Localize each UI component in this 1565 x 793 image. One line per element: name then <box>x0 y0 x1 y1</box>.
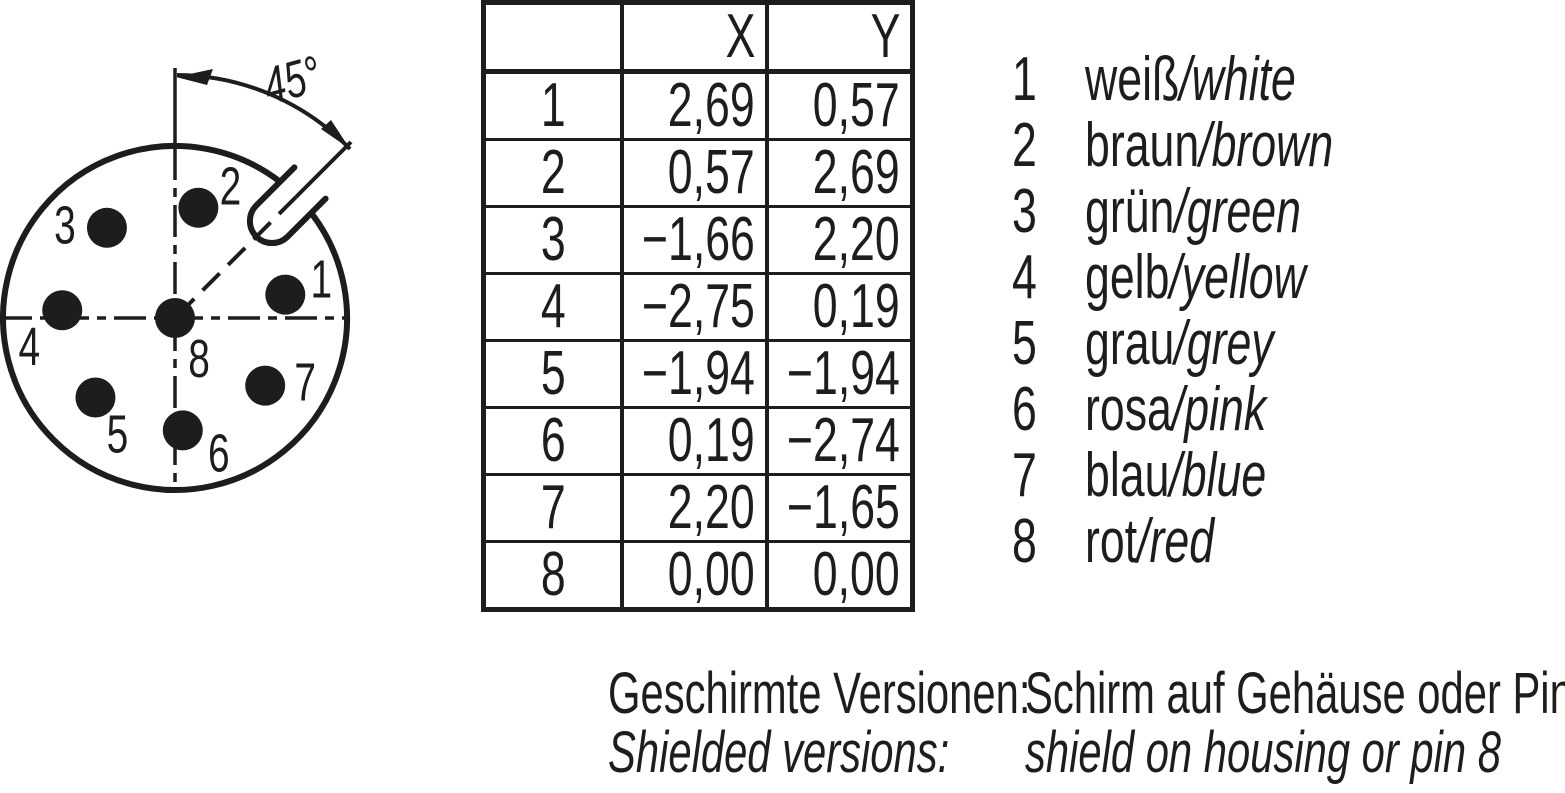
table-row: 6 0,19 −2,74 <box>486 406 910 473</box>
cell-x: 2,20 <box>620 476 765 540</box>
cell-pin: 6 <box>540 406 566 475</box>
pin-8-contact <box>155 298 195 338</box>
shielding-label-en: Shielded versions: <box>608 719 950 785</box>
keyway-axis-line <box>294 140 353 199</box>
cell-pin: 1 <box>540 71 566 140</box>
pin-1-contact <box>265 274 306 315</box>
shielding-text-de: Schirm auf Gehäuse oder Pin 8 <box>1025 660 1565 726</box>
legend-pin-number: 7 <box>1012 441 1037 510</box>
cell-y: −1,94 <box>765 342 910 406</box>
cell-pin: 7 <box>540 473 566 542</box>
cell-x: 2,69 <box>620 74 765 138</box>
header-x-label: X <box>725 2 755 71</box>
dimension-arrowhead-left <box>176 69 213 85</box>
pin-6-label: 6 <box>208 422 230 483</box>
angle-value: 45° <box>257 44 327 115</box>
header-pin <box>486 5 620 69</box>
dimension-arc <box>176 73 352 151</box>
legend-pin-number: 3 <box>1012 177 1037 246</box>
pin-3-contact <box>86 207 127 248</box>
cell-x: −2,75 <box>620 275 765 339</box>
legend-color-text: rot/red <box>1085 507 1215 576</box>
legend-item: 3 grün/green <box>1012 179 1430 245</box>
cell-x: −1,66 <box>620 208 765 272</box>
shielding-note-en: Shielded versions: shield on housing or … <box>608 723 1565 782</box>
pin-5-contact <box>75 377 116 418</box>
pin-2-label: 2 <box>220 155 242 216</box>
cell-pin: 4 <box>540 272 566 341</box>
cell-pin: 8 <box>540 540 566 609</box>
table-row: 5 −1,94 −1,94 <box>486 339 910 406</box>
angle-dimension-label: 45° <box>257 44 327 115</box>
keyway-axis-line-dashed <box>173 195 298 320</box>
legend-item: 6 rosa/pink <box>1012 377 1430 443</box>
legend-pin-number: 6 <box>1012 375 1037 444</box>
pin-1-label: 1 <box>310 248 332 309</box>
table-row: 4 −2,75 0,19 <box>486 272 910 339</box>
cell-y: 0,57 <box>765 74 910 138</box>
shielding-note-de: Geschirmte Versionen: Schirm auf Gehäuse… <box>608 664 1565 723</box>
legend-color-text: weiß/white <box>1085 45 1296 114</box>
pin-8-label: 8 <box>188 328 210 389</box>
shielding-note: Geschirmte Versionen: Schirm auf Gehäuse… <box>608 664 1565 782</box>
pin-7-contact <box>245 365 286 406</box>
pin-dots: 1 2 34 5 6 7 8 <box>18 155 332 482</box>
cell-pin: 5 <box>540 339 566 408</box>
keyway-notch <box>247 164 329 246</box>
legend-pin-number: 1 <box>1012 45 1037 114</box>
pin-4-contact <box>42 290 83 331</box>
cell-x: −1,94 <box>620 342 765 406</box>
legend-item: 1 weiß/white <box>1012 47 1430 113</box>
wire-color-legend: 1 weiß/white 2 braun/brown 3 grün/green … <box>1012 47 1430 575</box>
table-header-row: X Y <box>486 5 910 74</box>
legend-color-text: gelb/yellow <box>1085 243 1306 312</box>
shielding-text-en: shield on housing or pin 8 <box>1025 719 1501 785</box>
cell-y: 0,19 <box>765 275 910 339</box>
table-row: 7 2,20 −1,65 <box>486 473 910 540</box>
pin-4-label: 4 <box>18 316 40 377</box>
cell-x: 0,19 <box>620 409 765 473</box>
legend-color-text: rosa/pink <box>1085 375 1267 444</box>
legend-color-text: braun/brown <box>1085 111 1334 180</box>
header-y: Y <box>765 5 910 69</box>
legend-pin-number: 4 <box>1012 243 1037 312</box>
cell-pin: 3 <box>540 205 566 274</box>
cell-pin: 2 <box>540 138 566 207</box>
pin-5-label: 5 <box>107 403 129 464</box>
legend-item: 7 blau/blue <box>1012 443 1430 509</box>
legend-color-text: grau/grey <box>1085 309 1274 378</box>
cell-y: 2,20 <box>765 208 910 272</box>
legend-color-text: blau/blue <box>1085 441 1267 510</box>
cell-x: 0,57 <box>620 141 765 205</box>
header-y-label: Y <box>870 2 900 71</box>
pin-3-label: 3 <box>54 194 76 255</box>
connector-face-drawing: 45° 1 2 34 5 6 7 8 <box>0 44 353 493</box>
cell-y: 2,69 <box>765 141 910 205</box>
legend-pin-number: 5 <box>1012 309 1037 378</box>
cell-y: 0,00 <box>765 543 910 607</box>
legend-item: 2 braun/brown <box>1012 113 1430 179</box>
pin-2-contact <box>178 187 219 228</box>
cell-y: −2,74 <box>765 409 910 473</box>
table-row: 1 2,69 0,57 <box>486 74 910 138</box>
pin-7-label: 7 <box>294 351 316 412</box>
cell-y: −1,65 <box>765 476 910 540</box>
legend-item: 4 gelb/yellow <box>1012 245 1430 311</box>
table-row: 8 0,00 0,00 <box>486 540 910 607</box>
legend-pin-number: 2 <box>1012 111 1037 180</box>
connector-outline <box>0 143 350 493</box>
table-row: 2 0,57 2,69 <box>486 138 910 205</box>
cell-x: 0,00 <box>620 543 765 607</box>
legend-item: 8 rot/red <box>1012 509 1430 575</box>
legend-item: 5 grau/grey <box>1012 311 1430 377</box>
legend-color-text: grün/green <box>1085 177 1301 246</box>
pin-coordinates-table: X Y 1 2,69 0,57 2 0,57 2,69 3 −1,66 2,20… <box>481 0 915 612</box>
dimension-arrowhead-right <box>321 120 350 149</box>
header-x: X <box>620 5 765 69</box>
legend-pin-number: 8 <box>1012 507 1037 576</box>
shielding-label-de: Geschirmte Versionen: <box>608 660 1031 726</box>
pin-6-contact <box>162 410 203 451</box>
table-row: 3 −1,66 2,20 <box>486 205 910 272</box>
